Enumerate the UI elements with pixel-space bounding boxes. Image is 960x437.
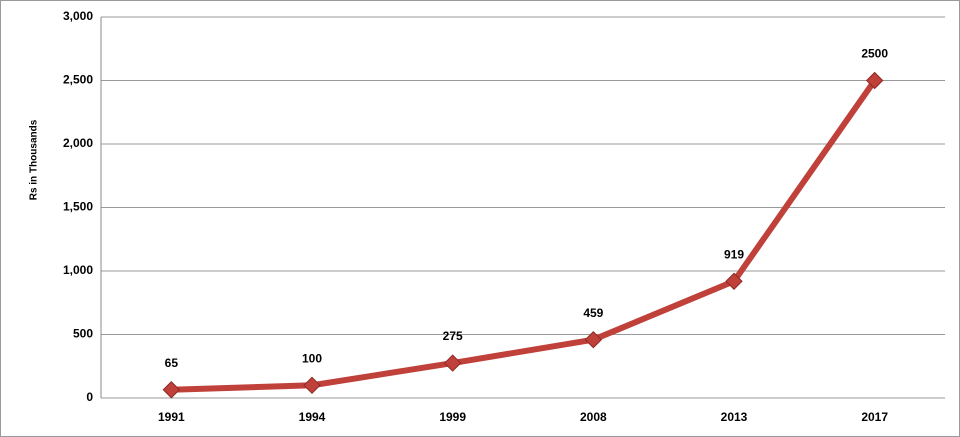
y-tick-label: 1,500 <box>63 200 93 214</box>
y-axis-title: Rs in Thousands <box>29 119 40 200</box>
data-point <box>725 272 743 290</box>
x-tick-label: 2017 <box>861 410 888 424</box>
data-point <box>303 376 321 395</box>
data-point <box>443 354 462 372</box>
y-tick-label: 1,000 <box>63 263 93 277</box>
y-tick-label: 3,000 <box>63 9 93 23</box>
data-label: 65 <box>165 356 179 370</box>
data-label: 275 <box>443 329 463 343</box>
x-tick-label: 1991 <box>158 410 185 424</box>
data-label: 100 <box>302 351 322 365</box>
y-tick-label: 2,500 <box>63 73 93 87</box>
y-tick-label: 2,000 <box>63 136 93 150</box>
data-point <box>865 71 884 90</box>
data-point <box>162 381 181 399</box>
data-label: 459 <box>583 306 603 320</box>
y-tick-label: 500 <box>73 327 93 341</box>
data-label: 919 <box>724 247 744 261</box>
x-tick-label: 1994 <box>299 410 326 424</box>
x-tick-label: 2013 <box>721 410 748 424</box>
data-line <box>171 78 878 393</box>
x-tick-label: 1999 <box>439 410 466 424</box>
data-label: 2500 <box>861 47 888 61</box>
y-tick-label: 0 <box>86 390 93 404</box>
x-tick-label: 2008 <box>580 410 607 424</box>
data-point <box>584 330 603 349</box>
